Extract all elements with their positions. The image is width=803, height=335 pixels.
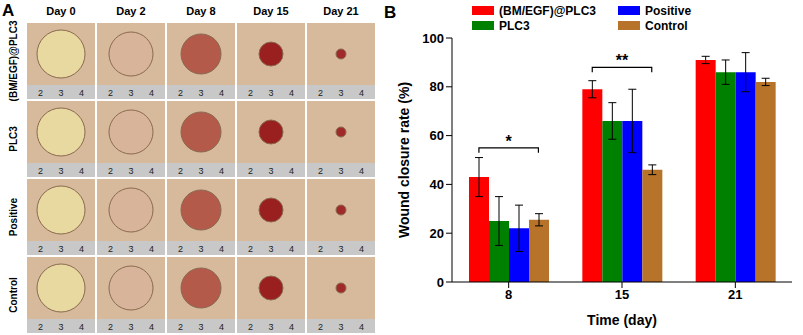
svg-text:3: 3 (268, 244, 273, 254)
html-text:(BM/EGF)@PLC3: (BM/EGF)@PLC3 (499, 3, 596, 18)
svg-text:3: 3 (58, 88, 63, 98)
svg-text:Day 0: Day 0 (46, 5, 75, 17)
svg-text:3: 3 (268, 166, 273, 176)
svg-text:4: 4 (79, 244, 84, 254)
svg-text:2: 2 (108, 322, 113, 332)
svg-text:2: 2 (178, 244, 183, 254)
svg-text:2: 2 (108, 244, 113, 254)
svg-text:4: 4 (219, 88, 224, 98)
svg-text:15: 15 (615, 287, 629, 302)
svg-text:4: 4 (289, 166, 294, 176)
svg-text:Control: Control (8, 277, 19, 313)
svg-text:4: 4 (359, 166, 364, 176)
svg-text:4: 4 (289, 322, 294, 332)
svg-text:**: ** (616, 52, 629, 69)
svg-text:2: 2 (248, 166, 253, 176)
svg-text:100: 100 (422, 31, 444, 46)
svg-text:3: 3 (128, 88, 133, 98)
svg-text:3: 3 (268, 88, 273, 98)
svg-text:*: * (506, 133, 513, 150)
svg-text:2: 2 (248, 244, 253, 254)
svg-text:0: 0 (437, 275, 444, 290)
svg-text:4: 4 (79, 322, 84, 332)
svg-text:2: 2 (178, 88, 183, 98)
svg-text:2: 2 (38, 322, 43, 332)
svg-text:4: 4 (79, 88, 84, 98)
svg-text:(BM/EGF)@PLC3: (BM/EGF)@PLC3 (8, 20, 19, 101)
svg-text:3: 3 (198, 166, 203, 176)
svg-text:2: 2 (38, 88, 43, 98)
svg-text:3: 3 (58, 244, 63, 254)
svg-text:4: 4 (359, 88, 364, 98)
svg-text:4: 4 (359, 244, 364, 254)
svg-text:3: 3 (338, 166, 343, 176)
svg-text:80: 80 (430, 79, 444, 94)
svg-text:3: 3 (268, 322, 273, 332)
svg-text:21: 21 (728, 287, 742, 302)
svg-text:3: 3 (198, 244, 203, 254)
svg-text:Day 8: Day 8 (186, 5, 215, 17)
svg-text:3: 3 (198, 88, 203, 98)
svg-text:3: 3 (338, 322, 343, 332)
svg-text:Wound closure rate (%): Wound closure rate (%) (396, 82, 412, 238)
svg-text:2: 2 (318, 88, 323, 98)
svg-text:2: 2 (38, 244, 43, 254)
svg-text:60: 60 (430, 128, 444, 143)
svg-text:3: 3 (128, 166, 133, 176)
html-text:PLC3: PLC3 (499, 18, 530, 33)
svg-text:4: 4 (359, 322, 364, 332)
svg-text:Time (day): Time (day) (587, 312, 657, 328)
svg-text:2: 2 (178, 322, 183, 332)
svg-text:Day 2: Day 2 (116, 5, 145, 17)
svg-text:2: 2 (108, 166, 113, 176)
html-text:Control: Control (645, 18, 688, 33)
svg-text:3: 3 (58, 166, 63, 176)
svg-text:4: 4 (219, 244, 224, 254)
html-text:Positive: Positive (645, 3, 692, 18)
svg-text:4: 4 (79, 166, 84, 176)
svg-text:8: 8 (505, 287, 512, 302)
svg-text:4: 4 (289, 88, 294, 98)
svg-text:2: 2 (178, 166, 183, 176)
svg-text:Day 15: Day 15 (253, 5, 288, 17)
svg-text:3: 3 (58, 322, 63, 332)
svg-text:3: 3 (338, 244, 343, 254)
svg-text:PLC3: PLC3 (8, 126, 19, 152)
svg-text:2: 2 (108, 88, 113, 98)
svg-text:2: 2 (248, 88, 253, 98)
svg-text:3: 3 (338, 88, 343, 98)
svg-text:4: 4 (289, 244, 294, 254)
svg-text:3: 3 (198, 322, 203, 332)
svg-text:2: 2 (318, 244, 323, 254)
svg-text:4: 4 (219, 166, 224, 176)
svg-text:4: 4 (149, 244, 154, 254)
svg-text:3: 3 (128, 322, 133, 332)
svg-text:2: 2 (318, 166, 323, 176)
svg-text:2: 2 (248, 322, 253, 332)
svg-text:4: 4 (219, 322, 224, 332)
svg-text:4: 4 (149, 166, 154, 176)
svg-text:B: B (384, 3, 396, 22)
svg-text:2: 2 (318, 322, 323, 332)
svg-text:4: 4 (149, 322, 154, 332)
svg-text:3: 3 (128, 244, 133, 254)
svg-text:Day 21: Day 21 (323, 5, 358, 17)
svg-text:A: A (2, 1, 14, 20)
svg-text:2: 2 (38, 166, 43, 176)
svg-text:Positive: Positive (8, 197, 19, 236)
svg-text:4: 4 (149, 88, 154, 98)
svg-text:20: 20 (430, 226, 444, 241)
svg-text:40: 40 (430, 177, 444, 192)
